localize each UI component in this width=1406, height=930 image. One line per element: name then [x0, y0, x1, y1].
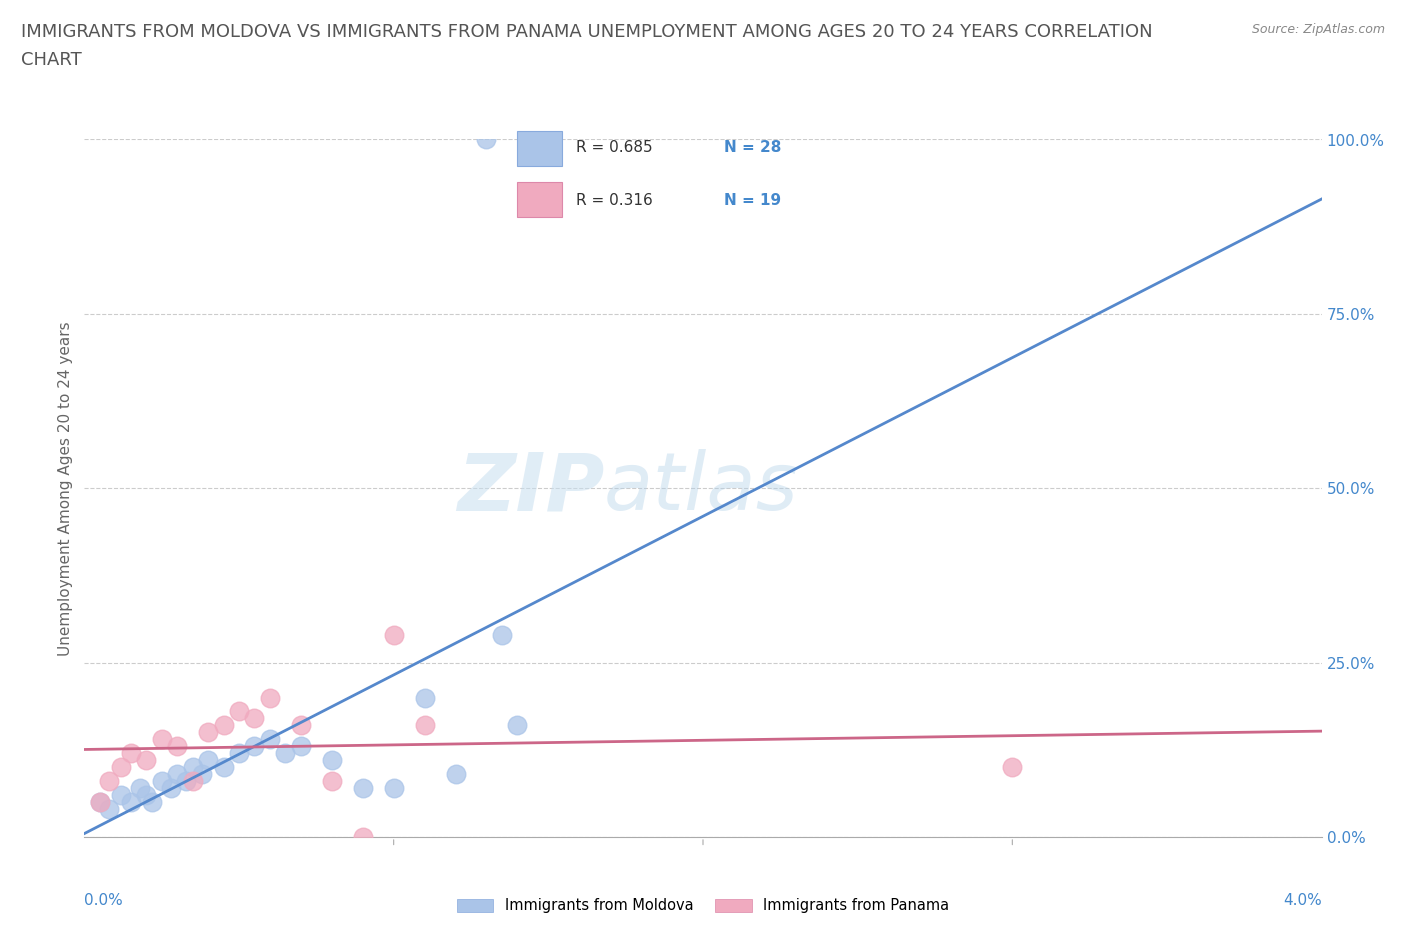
- Point: [382, 781, 405, 796]
- Point: [259, 690, 281, 705]
- Text: R = 0.316: R = 0.316: [576, 193, 654, 207]
- Point: [89, 794, 111, 809]
- Text: 4.0%: 4.0%: [1282, 893, 1322, 908]
- Text: IMMIGRANTS FROM MOLDOVA VS IMMIGRANTS FROM PANAMA UNEMPLOYMENT AMONG AGES 20 TO : IMMIGRANTS FROM MOLDOVA VS IMMIGRANTS FR…: [21, 23, 1153, 41]
- Point: [135, 788, 157, 803]
- Point: [259, 732, 281, 747]
- Point: [290, 738, 312, 753]
- Text: ZIP: ZIP: [457, 449, 605, 527]
- Point: [191, 766, 214, 781]
- Point: [181, 760, 204, 775]
- FancyBboxPatch shape: [517, 130, 562, 166]
- Text: N = 19: N = 19: [724, 193, 782, 207]
- Text: Source: ZipAtlas.com: Source: ZipAtlas.com: [1251, 23, 1385, 36]
- Point: [150, 774, 173, 789]
- Point: [212, 718, 235, 733]
- Point: [197, 725, 219, 740]
- Point: [1001, 760, 1024, 775]
- Point: [413, 690, 436, 705]
- Text: CHART: CHART: [21, 51, 82, 69]
- Point: [120, 794, 142, 809]
- Point: [274, 746, 297, 761]
- Point: [176, 774, 198, 789]
- Point: [413, 718, 436, 733]
- Point: [212, 760, 235, 775]
- Text: atlas: atlas: [605, 449, 799, 527]
- Point: [135, 753, 157, 768]
- Point: [382, 628, 405, 643]
- Point: [444, 766, 467, 781]
- Point: [98, 774, 121, 789]
- Point: [506, 718, 529, 733]
- Y-axis label: Unemployment Among Ages 20 to 24 years: Unemployment Among Ages 20 to 24 years: [58, 321, 73, 656]
- Point: [89, 794, 111, 809]
- Text: R = 0.685: R = 0.685: [576, 140, 652, 155]
- Point: [166, 766, 188, 781]
- Legend: Immigrants from Moldova, Immigrants from Panama: Immigrants from Moldova, Immigrants from…: [457, 898, 949, 913]
- Point: [120, 746, 142, 761]
- Point: [110, 788, 132, 803]
- Point: [290, 718, 312, 733]
- Point: [141, 794, 163, 809]
- Point: [491, 628, 513, 643]
- Text: N = 28: N = 28: [724, 140, 782, 155]
- Point: [166, 738, 188, 753]
- Point: [197, 753, 219, 768]
- Point: [243, 711, 266, 725]
- Text: 0.0%: 0.0%: [84, 893, 124, 908]
- Point: [228, 746, 250, 761]
- Point: [181, 774, 204, 789]
- Point: [160, 781, 183, 796]
- Point: [98, 802, 121, 817]
- Point: [228, 704, 250, 719]
- Point: [352, 830, 374, 844]
- Point: [321, 753, 343, 768]
- Point: [129, 781, 152, 796]
- Point: [475, 132, 498, 147]
- Point: [110, 760, 132, 775]
- Point: [352, 781, 374, 796]
- FancyBboxPatch shape: [517, 182, 562, 218]
- Point: [321, 774, 343, 789]
- Point: [243, 738, 266, 753]
- Point: [150, 732, 173, 747]
